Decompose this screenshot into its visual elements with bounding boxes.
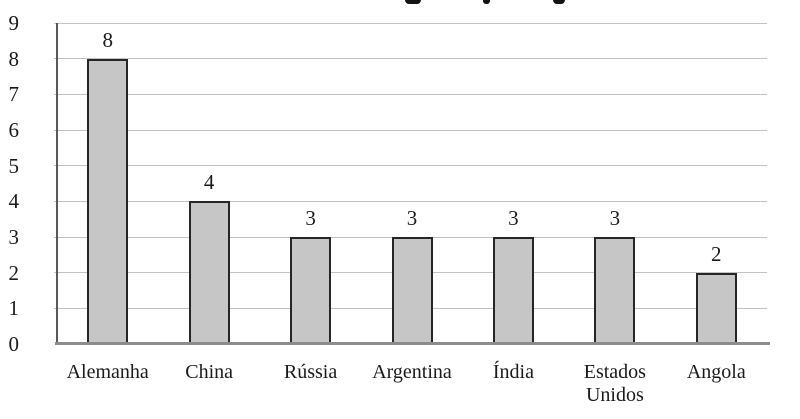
y-tick-label: 0	[8, 332, 20, 356]
x-category-label: Argentina	[372, 361, 452, 383]
plot-area: 8 4 3 3 3 3 2	[54, 22, 770, 345]
gridline	[54, 165, 767, 167]
bar-value-label: 3	[406, 206, 418, 230]
x-category-label: Estados Unidos	[583, 361, 646, 406]
bar-value-label: 8	[102, 27, 113, 52]
x-category-label: Índia	[492, 361, 534, 383]
y-tick-label: 6	[8, 118, 20, 142]
y-tick-label: 4	[8, 189, 20, 214]
x-category-label: Rússia	[283, 361, 338, 383]
y-tick-label: 3	[8, 225, 20, 249]
bar-value-label: 4	[203, 170, 215, 195]
y-tick-label: 2	[8, 260, 20, 285]
cropped-title-fragment	[405, 0, 421, 4]
gridline	[54, 129, 767, 131]
x-category-label: China	[185, 361, 234, 383]
bar	[391, 237, 433, 344]
x-category-label: Alemanha	[66, 361, 149, 383]
gridline	[54, 200, 767, 202]
cropped-title-fragment	[553, 0, 565, 4]
x-axis-line	[55, 342, 770, 345]
bar	[594, 237, 636, 344]
bar-value-label: 2	[711, 241, 722, 266]
x-category-label: Angola	[686, 361, 746, 383]
bar-value-label: 3	[609, 206, 621, 230]
cropped-title-fragment	[483, 0, 490, 4]
bar-value-label: 3	[508, 206, 519, 230]
y-tick-label: 1	[8, 296, 20, 321]
bar	[290, 237, 332, 344]
gridline	[54, 22, 767, 24]
gridline	[54, 93, 767, 95]
y-tick-label: 9	[8, 11, 20, 35]
bar	[188, 201, 230, 344]
bar	[695, 272, 737, 344]
y-axis-line	[56, 23, 58, 344]
bar	[87, 58, 129, 344]
y-tick-label: 7	[8, 82, 20, 107]
bar	[492, 237, 534, 344]
y-tick-label: 5	[8, 153, 20, 178]
y-tick-label: 8	[8, 46, 20, 71]
bar-value-label: 3	[305, 206, 316, 230]
gridline	[54, 58, 767, 60]
